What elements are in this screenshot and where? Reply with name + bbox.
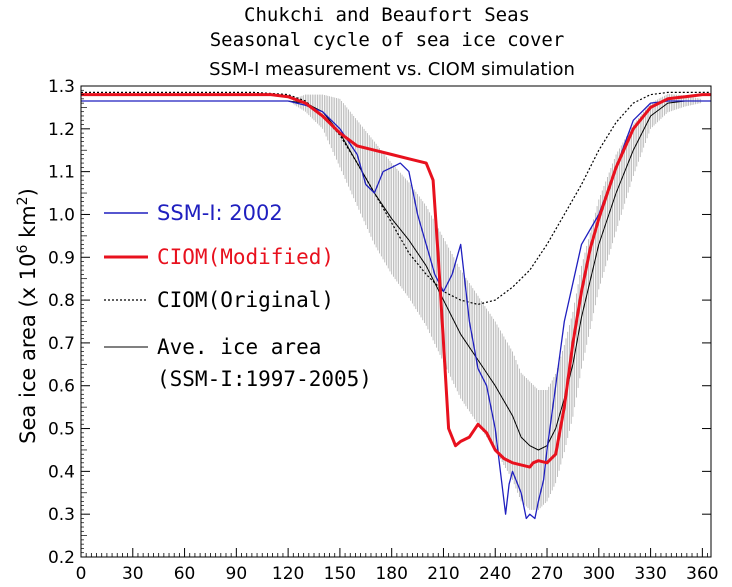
y-tick-label: 0.3 [48,505,75,525]
x-tick-label: 360 [686,564,718,584]
x-tick-label: 210 [427,564,459,584]
chart-title-line-1: Chukchi and Beaufort Seas [244,4,530,26]
legend-label-ave-ice-area: Ave. ice area [157,335,321,359]
legend-label-ssmi-2002: SSM-I: 2002 [157,201,283,225]
x-tick-label: 240 [479,564,511,584]
x-tick-label: 0 [76,564,87,584]
y-axis-label: Sea ice area (x 106 km2) [15,188,40,444]
x-tick-label: 60 [174,564,196,584]
y-tick-label: 1.1 [48,163,75,183]
y-axis-label-suffix: ) [16,188,40,196]
chart-title-line-3: SSM-I measurement vs. CIOM simulation [209,59,575,80]
x-tick-label: 150 [324,564,356,584]
x-tick-label: 120 [272,564,304,584]
chart-title-line-2: Seasonal cycle of sea ice cover [210,29,565,51]
y-axis-label-mid: km [16,205,40,244]
y-tick-label: 0.2 [48,548,75,568]
x-tick-label: 180 [375,564,407,584]
y-tick-label: 1.0 [48,205,75,225]
y-tick-label: 0.5 [48,420,75,440]
legend-label-ave-ice-area-period: (SSM-I:1997-2005) [157,367,372,391]
x-tick-label: 300 [583,564,615,584]
axis-ticks: 0 30 60 90 120 150 180 210 240 270 300 330 360 0.2 0.3… [48,77,719,584]
series-lines [81,91,711,520]
x-tick-label: 30 [122,564,144,584]
legend: SSM-I: 2002 CIOM(Modified) CIOM(Original… [104,201,372,391]
y-tick-label: 0.8 [48,291,75,311]
y-tick-label: 0.4 [48,462,75,482]
y-axis-label-prefix: Sea ice area (x 10 [16,254,40,444]
series-line-ssm-i-2002 [81,100,711,520]
y-tick-label: 0.7 [48,334,75,354]
x-tick-label: 330 [634,564,666,584]
x-tick-label: 90 [226,564,248,584]
plot-frame [80,85,712,558]
legend-label-ciom-original: CIOM(Original) [157,288,334,312]
x-tick-label: 270 [531,564,563,584]
legend-label-ciom-modified: CIOM(Modified) [157,245,334,269]
plot-area [81,86,711,557]
series-line-ciom-modified- [81,93,711,469]
y-tick-label: 0.6 [48,377,75,397]
y-tick-label: 1.2 [48,120,75,140]
y-tick-label: 0.9 [48,248,75,268]
y-axis-label-sup2: 2 [15,196,31,205]
y-axis-label-sup: 6 [15,245,31,254]
y-tick-label: 1.3 [48,77,75,97]
